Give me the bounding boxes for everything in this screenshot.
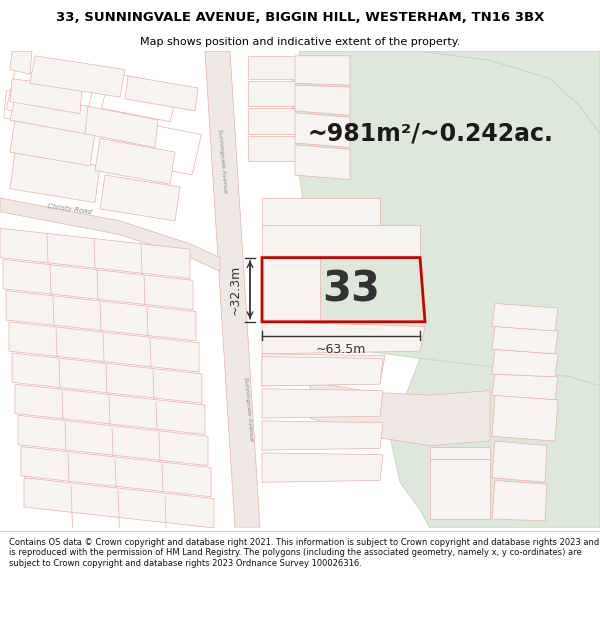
Polygon shape bbox=[262, 357, 383, 386]
Polygon shape bbox=[262, 421, 383, 450]
Polygon shape bbox=[295, 112, 350, 148]
Polygon shape bbox=[492, 481, 547, 521]
Polygon shape bbox=[125, 76, 198, 111]
Polygon shape bbox=[295, 85, 350, 116]
Polygon shape bbox=[95, 138, 175, 184]
Polygon shape bbox=[262, 453, 383, 482]
Polygon shape bbox=[390, 359, 600, 528]
Polygon shape bbox=[262, 226, 420, 258]
Polygon shape bbox=[9, 322, 199, 372]
Polygon shape bbox=[492, 304, 558, 331]
Polygon shape bbox=[248, 108, 295, 134]
Polygon shape bbox=[6, 291, 196, 341]
Polygon shape bbox=[10, 51, 32, 74]
Polygon shape bbox=[262, 322, 425, 354]
Polygon shape bbox=[492, 374, 558, 400]
Text: 33: 33 bbox=[322, 269, 380, 311]
Polygon shape bbox=[15, 384, 205, 434]
Polygon shape bbox=[248, 81, 295, 106]
Text: ~63.5m: ~63.5m bbox=[316, 343, 366, 356]
Polygon shape bbox=[295, 56, 350, 85]
Polygon shape bbox=[295, 145, 350, 179]
Polygon shape bbox=[10, 152, 100, 202]
Polygon shape bbox=[262, 258, 320, 322]
Polygon shape bbox=[430, 459, 490, 519]
Text: Christy Road: Christy Road bbox=[47, 203, 92, 215]
Polygon shape bbox=[262, 354, 385, 386]
Text: Contains OS data © Crown copyright and database right 2021. This information is : Contains OS data © Crown copyright and d… bbox=[9, 538, 599, 568]
Polygon shape bbox=[262, 198, 380, 226]
Polygon shape bbox=[300, 51, 600, 134]
Text: 33, SUNNINGVALE AVENUE, BIGGIN HILL, WESTERHAM, TN16 3BX: 33, SUNNINGVALE AVENUE, BIGGIN HILL, WES… bbox=[56, 11, 544, 24]
Text: ~981m²/~0.242ac.: ~981m²/~0.242ac. bbox=[307, 122, 553, 146]
Polygon shape bbox=[10, 97, 90, 134]
Polygon shape bbox=[0, 228, 190, 279]
Polygon shape bbox=[10, 79, 82, 114]
Polygon shape bbox=[100, 175, 180, 221]
Polygon shape bbox=[262, 389, 383, 418]
Text: Map shows position and indicative extent of the property.: Map shows position and indicative extent… bbox=[140, 37, 460, 47]
Polygon shape bbox=[30, 56, 125, 97]
Polygon shape bbox=[12, 353, 202, 403]
Polygon shape bbox=[430, 448, 490, 459]
Polygon shape bbox=[0, 198, 220, 271]
Polygon shape bbox=[492, 349, 558, 377]
Text: Sunningvale Avenue: Sunningvale Avenue bbox=[242, 376, 253, 441]
Polygon shape bbox=[290, 51, 600, 386]
Polygon shape bbox=[10, 120, 95, 166]
Polygon shape bbox=[492, 395, 558, 441]
Polygon shape bbox=[492, 441, 547, 483]
Polygon shape bbox=[18, 416, 208, 466]
Polygon shape bbox=[85, 106, 158, 148]
Polygon shape bbox=[248, 56, 295, 79]
Text: Sunningvale Avenue: Sunningvale Avenue bbox=[217, 129, 227, 194]
Polygon shape bbox=[310, 381, 490, 446]
Polygon shape bbox=[248, 136, 295, 161]
Polygon shape bbox=[21, 446, 211, 497]
Polygon shape bbox=[205, 51, 260, 528]
Polygon shape bbox=[24, 478, 214, 528]
Polygon shape bbox=[492, 326, 558, 354]
Polygon shape bbox=[3, 259, 193, 309]
Text: ~32.3m: ~32.3m bbox=[229, 264, 242, 315]
